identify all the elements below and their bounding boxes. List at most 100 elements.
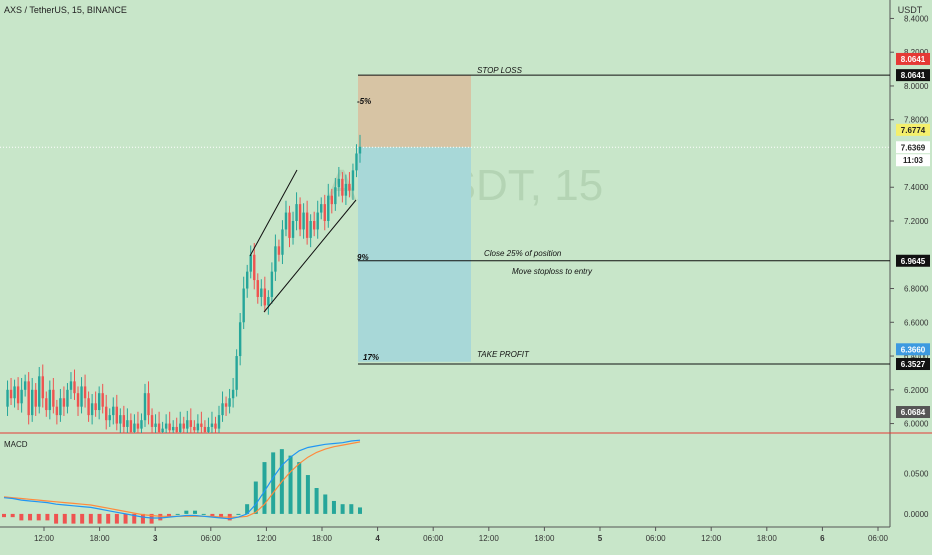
macd-line	[3, 439, 361, 520]
macd-label[interactable]: MACD	[4, 440, 28, 449]
candle-body	[277, 246, 281, 255]
candle-body	[147, 393, 150, 416]
price-tick-label: 7.2000	[904, 217, 929, 226]
macd-histogram-bar	[314, 488, 319, 514]
take-profit-label: TAKE PROFIT	[477, 350, 530, 359]
price-axis-ticks[interactable]: 8.4000 8.2000 8.0000 7.8000 7.4000 7.2000 6.80…	[890, 14, 929, 519]
time-tick-label: 12:00	[34, 534, 55, 543]
candle-body	[305, 212, 309, 238]
candle-body	[164, 423, 168, 429]
partial-label: Close 25% of position	[484, 249, 562, 258]
macd-tick-label: 0.0000	[904, 510, 929, 519]
macd-histogram-bar	[184, 510, 189, 514]
candle-body	[341, 178, 344, 196]
candle-body	[270, 271, 274, 297]
macd-histogram-bar	[253, 481, 258, 514]
candle-body	[9, 389, 13, 399]
price-badge	[896, 52, 930, 65]
channel-drawing[interactable]	[249, 169, 357, 313]
candle-body	[108, 415, 111, 421]
macd-histogram-bar	[193, 510, 198, 514]
price-badge-label: 11:03	[903, 156, 924, 165]
candle-body	[327, 195, 330, 221]
candle-body	[136, 423, 140, 429]
candle-body	[122, 415, 126, 427]
channel-lower-line[interactable]	[263, 199, 357, 313]
position-zones[interactable]	[358, 75, 471, 362]
candle-body	[73, 381, 76, 394]
macd-histogram-bar	[140, 513, 145, 524]
candle-body	[140, 420, 143, 429]
stop-loss-zone[interactable]	[358, 75, 471, 148]
currency-label: USDT	[898, 5, 923, 15]
candle-body	[196, 423, 200, 431]
macd-histogram-bar	[2, 513, 6, 518]
time-tick-label: 18:00	[757, 534, 778, 543]
candle-body	[66, 389, 69, 407]
candle-body	[217, 415, 221, 429]
time-axis-ticks[interactable]: 12:00 18:00 3 06:00 12:00 18:00 4 06:00 12:00 18:…	[34, 527, 889, 543]
candle-body	[45, 398, 48, 411]
macd-histogram-bar	[245, 504, 250, 514]
macd-histogram-bar	[305, 475, 310, 514]
macd-histogram-bar	[71, 513, 76, 524]
candle-body	[13, 386, 16, 399]
candle-body	[175, 426, 178, 432]
time-tick-label: 6	[820, 534, 825, 543]
candle-body	[224, 403, 228, 407]
candle-body	[355, 153, 358, 171]
candle-body	[221, 403, 224, 416]
macd-histogram-bar	[97, 513, 102, 524]
candle-body	[59, 398, 62, 416]
time-tick-label: 5	[598, 534, 603, 543]
stop-loss-label: STOP LOSS	[477, 66, 523, 75]
candle-body	[235, 356, 238, 390]
macd-histogram-bar	[132, 513, 137, 524]
price-badge	[896, 343, 930, 356]
candle-body	[171, 426, 175, 431]
candle-body	[231, 389, 235, 399]
candle-body	[288, 212, 291, 238]
take-profit-zone[interactable]	[358, 147, 471, 362]
candle-body	[207, 426, 210, 432]
time-tick-label: 3	[153, 534, 158, 543]
move-stop-label: Move stoploss to entry	[512, 267, 593, 276]
price-badge-label: 7.6774	[901, 126, 926, 135]
price-tick-label: 6.6000	[904, 318, 929, 327]
macd-histogram-bar	[262, 462, 267, 514]
candle-body	[309, 221, 312, 238]
macd-histogram-bar	[62, 513, 67, 524]
horizontal-levels[interactable]	[0, 74, 890, 365]
time-tick-label: 06:00	[423, 534, 444, 543]
candle-body	[302, 212, 305, 230]
candle-body	[90, 403, 94, 416]
channel-upper-line[interactable]	[249, 169, 298, 257]
candle-body	[267, 296, 270, 306]
candle-body	[246, 271, 249, 289]
candle-body	[193, 426, 196, 431]
candle-body	[23, 381, 27, 390]
candle-body	[256, 280, 259, 297]
price-badge-label: 6.3527	[901, 360, 926, 369]
candle-body	[358, 146, 362, 154]
macd-pane	[2, 439, 362, 524]
price-tick-label: 6.8000	[904, 285, 929, 294]
price-badge	[896, 406, 930, 419]
candle-body	[249, 254, 252, 272]
symbol-title[interactable]: AXS / TetherUS, 15, BINANCE	[4, 5, 127, 15]
candle-body	[200, 423, 203, 427]
macd-histogram-bar	[201, 513, 206, 515]
candlestick-series	[6, 134, 362, 433]
candle-body	[30, 389, 34, 416]
macd-histogram-bar	[158, 513, 163, 521]
candle-body	[83, 386, 87, 399]
candle-body	[69, 381, 73, 390]
candle-body	[94, 403, 97, 411]
price-tick-label: 7.8000	[904, 116, 929, 125]
candle-body	[295, 204, 298, 221]
candle-body	[323, 204, 326, 221]
stop-loss-pct: -5%	[357, 97, 371, 106]
candle-body	[344, 183, 348, 196]
price-badge-label: 8.0641	[901, 55, 926, 64]
